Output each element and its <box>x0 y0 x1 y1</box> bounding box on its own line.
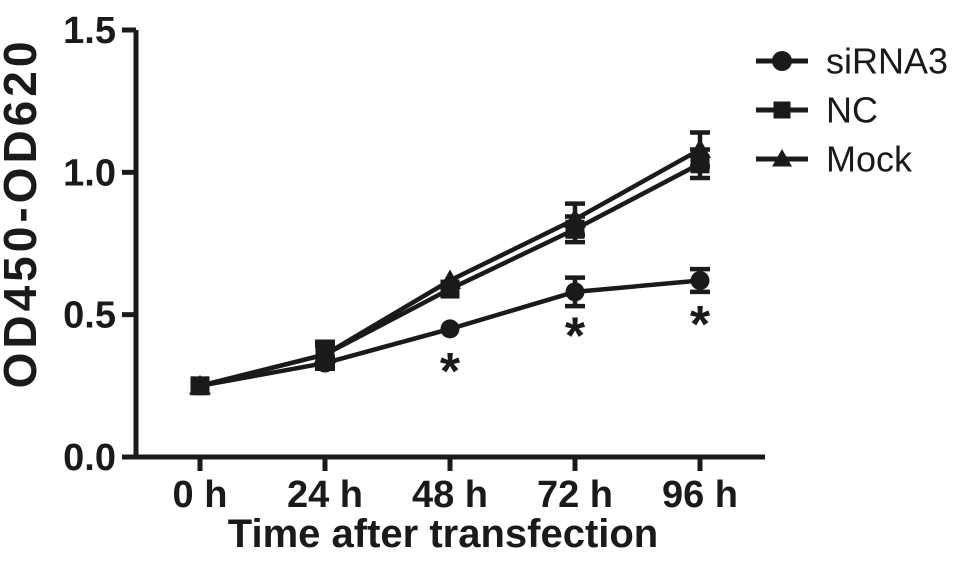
legend-label-siRNA3: siRNA3 <box>826 41 948 82</box>
data-point-NC-square-marker <box>565 219 585 239</box>
y-tick-label: 1.0 <box>63 152 116 194</box>
x-tick-label: 48 h <box>412 474 488 516</box>
legend-Mock-triangle-marker <box>772 149 792 167</box>
x-tick-label: 24 h <box>287 474 363 516</box>
data-point-siRNA3-circle-marker <box>690 271 710 291</box>
data-point-siRNA3-circle-marker <box>565 282 585 302</box>
data-point-NC-square-marker <box>690 154 710 174</box>
data-point-siRNA3-circle-marker <box>440 319 460 339</box>
legend-label-NC: NC <box>826 90 878 131</box>
legend-siRNA3-circle-marker <box>772 51 792 71</box>
data-point-NC-square-marker <box>315 345 335 365</box>
x-tick-label: 0 h <box>173 474 228 516</box>
significance-asterisk: * <box>690 296 711 354</box>
y-axis-title: OD450-OD620 <box>0 38 46 389</box>
data-point-NC-square-marker <box>440 279 460 299</box>
x-tick-label: 96 h <box>662 474 738 516</box>
x-tick-label: 72 h <box>537 474 613 516</box>
x-axis-title: Time after transfection <box>228 512 659 556</box>
legend-label-Mock: Mock <box>826 139 913 180</box>
y-tick-label: 0.5 <box>63 295 116 337</box>
significance-asterisk: * <box>440 343 461 401</box>
legend-NC-square-marker <box>773 101 791 119</box>
significance-asterisk: * <box>565 307 586 365</box>
data-point-NC-square-marker <box>190 376 210 396</box>
y-tick-label: 1.5 <box>63 10 116 52</box>
y-tick-label: 0.0 <box>63 437 116 479</box>
